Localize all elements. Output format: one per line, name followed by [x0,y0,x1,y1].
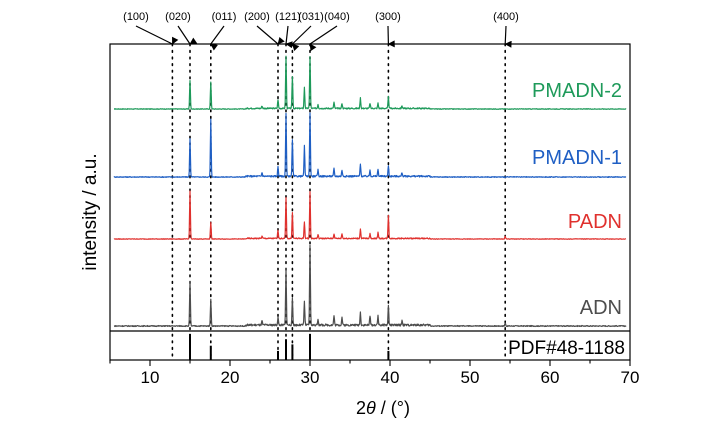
reflection-label: (400) [493,11,519,23]
reflection-label: (011) [212,11,237,23]
series-label-pmadn-2: PMADN-2 [532,80,622,102]
x-axis-label: 2θ / (°) [356,398,410,418]
series-line-adn [113,244,627,328]
x-tick-label: 20 [221,368,240,387]
reference-pattern [189,334,390,360]
series-group [113,55,627,328]
reflection-arrow [256,25,285,45]
reflection-annotations: (100) (020) (011) (200) (121)(031) (040) (300)… [123,11,519,52]
series-label-pmadn-1: PMADN-1 [532,147,622,169]
reflection-guides [171,43,507,361]
series-label-padn: PADN [568,211,622,233]
x-tick-label: 40 [381,368,400,387]
x-tick-label: 30 [301,368,320,387]
series-line-pmadn-1 [113,112,627,178]
x-tick-label: 60 [541,368,560,387]
series-line-padn [113,190,627,240]
y-axis-label: intensity / a.u. [80,153,101,270]
x-tick-label: 50 [461,368,480,387]
reflection-arrow [285,25,293,49]
reflection-label: (020) [165,11,191,23]
series-label-adn: ADN [580,297,622,319]
reflection-label: (040) [324,11,350,23]
reflection-arrow [504,25,512,48]
reflection-label: (121) [275,11,301,23]
reflection-label: (200) [244,11,270,23]
series-labels: PMADN-2 PMADN-1 PADN ADN PDF#48-1188 [508,80,625,359]
reflection-arrow [177,25,198,45]
series-line-pmadn-2 [113,55,627,110]
reflection-arrow [135,25,179,45]
reflection-label: (300) [375,11,401,23]
x-axis: 10 20 30 40 50 60 70 [109,360,640,387]
reflection-arrow [210,25,225,51]
x-tick-label: 70 [621,368,640,387]
reflection-arrow [291,25,312,51]
reflection-arrow [309,25,338,52]
reference-label: PDF#48-1188 [508,338,625,359]
plot-frame [109,43,631,361]
reflection-label: (031) [298,11,324,23]
x-tick-label: 10 [141,368,160,387]
reflection-label: (100) [123,11,149,23]
